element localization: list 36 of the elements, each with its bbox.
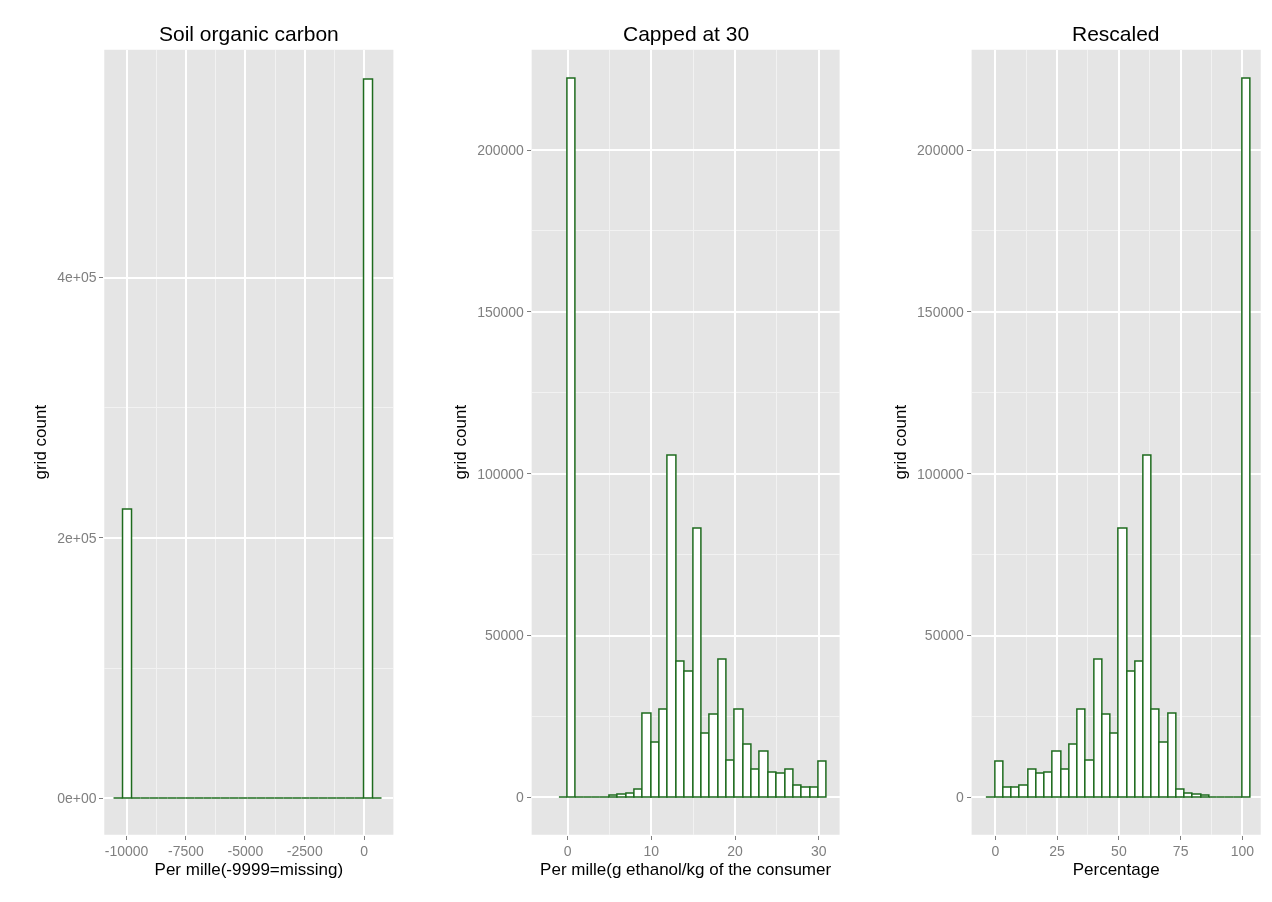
x-tick-label: 0 — [563, 843, 572, 860]
y-tick-label: 2e+05 — [57, 529, 97, 546]
y-tick-label: 0 — [516, 789, 525, 806]
chart-title: Capped at 30 — [623, 22, 750, 45]
x-tick-label: 25 — [1049, 843, 1066, 860]
x-axis-title: Per mille(-9999=missing) — [154, 859, 344, 879]
y-tick-label: 50000 — [484, 627, 525, 644]
x-tick-label: 10 — [643, 843, 660, 860]
x-tick-label: 0 — [991, 843, 1000, 860]
y-tick-label: 150000 — [477, 303, 525, 320]
chart-title: Rescaled — [1072, 22, 1160, 45]
x-tick-label: 30 — [810, 843, 827, 860]
x-tick-label: -5000 — [227, 843, 264, 860]
y-tick-label: 150000 — [917, 303, 965, 320]
chart-title: Soil organic carbon — [159, 22, 339, 45]
y-tick-label: 50000 — [924, 627, 965, 644]
y-tick-label: 200000 — [477, 141, 525, 158]
x-axis-title: Percentage — [1072, 859, 1160, 879]
x-tick-label: 0 — [360, 843, 369, 860]
y-axis-title: grid count — [890, 404, 910, 480]
y-tick-label: 0e+00 — [57, 790, 97, 807]
x-tick-label: -10000 — [104, 843, 149, 860]
y-axis-title: grid count — [450, 404, 470, 480]
y-axis-title: grid count — [30, 404, 50, 480]
y-tick-label: 4e+05 — [57, 269, 97, 286]
x-tick-label: 75 — [1172, 843, 1189, 860]
x-tick-label: -7500 — [168, 843, 205, 860]
x-tick-label: 20 — [727, 843, 744, 860]
x-axis-title: Per mille(g ethanol/kg of the consumer — [540, 859, 832, 879]
x-tick-label: 100 — [1230, 843, 1255, 860]
x-tick-label: -2500 — [286, 843, 323, 860]
y-tick-label: 100000 — [477, 465, 525, 482]
y-tick-label: 0 — [956, 789, 965, 806]
y-tick-label: 100000 — [917, 465, 965, 482]
y-tick-label: 200000 — [917, 141, 965, 158]
x-tick-label: 50 — [1111, 843, 1127, 860]
